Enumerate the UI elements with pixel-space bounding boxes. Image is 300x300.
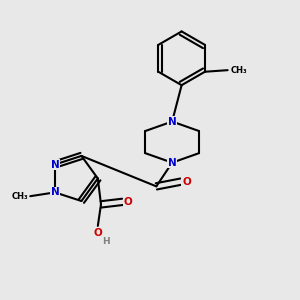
Text: O: O [124,197,133,207]
Text: H: H [102,237,110,246]
Text: CH₃: CH₃ [230,66,247,75]
Text: N: N [51,188,59,197]
Text: N: N [168,116,176,127]
Text: O: O [94,228,102,238]
Text: O: O [182,177,191,187]
Text: CH₃: CH₃ [12,192,29,201]
Text: N: N [51,160,59,170]
Text: N: N [168,158,176,168]
